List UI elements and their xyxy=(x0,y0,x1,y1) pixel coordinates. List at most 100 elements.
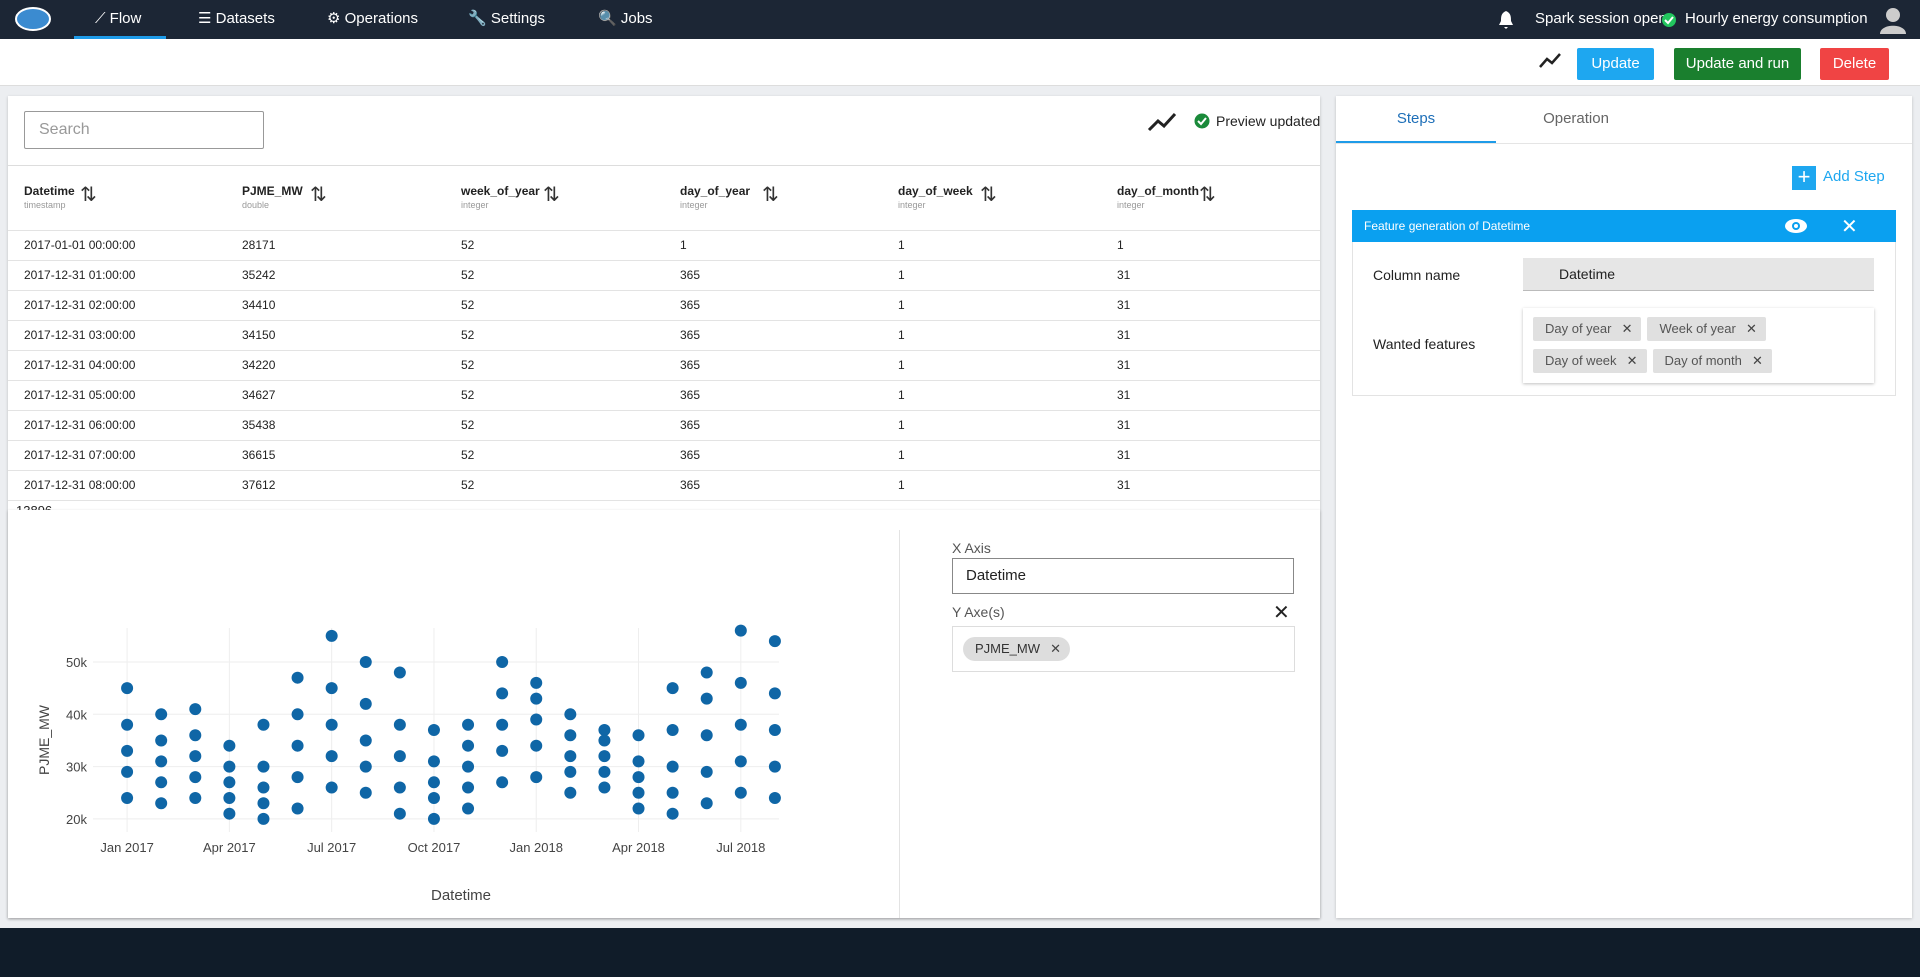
point xyxy=(530,771,542,783)
nav-label: Settings xyxy=(491,10,545,27)
table-cell: 1 xyxy=(898,230,905,260)
logo[interactable] xyxy=(14,5,52,33)
point xyxy=(496,687,508,699)
point xyxy=(189,729,201,741)
point xyxy=(633,729,645,741)
table-cell: 36615 xyxy=(242,440,275,470)
point xyxy=(496,776,508,788)
table-cell: 2017-12-31 05:00:00 xyxy=(24,380,135,410)
check-icon xyxy=(1194,113,1210,129)
field-label: Wanted features xyxy=(1373,336,1475,352)
point xyxy=(462,782,474,794)
table-cell: 52 xyxy=(461,290,474,320)
sort-icon[interactable]: ⇅ xyxy=(80,182,97,207)
table-cell: 35438 xyxy=(242,410,275,440)
nav-jobs[interactable]: 🔍 Jobs xyxy=(598,0,653,39)
point xyxy=(530,714,542,726)
point xyxy=(360,734,372,746)
table-cell: 31 xyxy=(1117,350,1130,380)
nav-datasets[interactable]: ☰ Datasets xyxy=(198,0,275,39)
table-cell: 2017-12-31 07:00:00 xyxy=(24,440,135,470)
point xyxy=(326,682,338,694)
nav-operations[interactable]: ⚙ Operations xyxy=(327,0,418,39)
x-tick-label: Apr 2018 xyxy=(612,840,665,855)
table-cell: 34410 xyxy=(242,290,275,320)
table-cell: 365 xyxy=(680,260,700,290)
project-name[interactable]: Hourly energy consumption xyxy=(1685,0,1868,39)
point xyxy=(564,787,576,799)
point xyxy=(326,750,338,762)
axis-chip: PJME_MW xyxy=(963,637,1070,661)
column-type: timestamp xyxy=(24,200,66,210)
table-cell: 52 xyxy=(461,350,474,380)
point xyxy=(598,734,610,746)
sort-icon[interactable]: ⇅ xyxy=(1199,182,1216,207)
point xyxy=(326,719,338,731)
column-name-input[interactable]: Datetime xyxy=(1523,258,1874,291)
point xyxy=(564,708,576,720)
x-axis-select[interactable]: Datetime xyxy=(952,558,1294,594)
column-type: integer xyxy=(680,200,708,210)
column-type: integer xyxy=(461,200,489,210)
tab-operation[interactable]: Operation xyxy=(1496,96,1656,143)
chart-icon[interactable] xyxy=(1538,51,1562,71)
column-name: PJME_MW xyxy=(242,184,303,198)
table-cell: 1 xyxy=(1117,230,1124,260)
point xyxy=(633,771,645,783)
point xyxy=(189,771,201,783)
point xyxy=(121,766,133,778)
point xyxy=(530,740,542,752)
features-select[interactable]: Day of yearWeek of yearDay of weekDay of… xyxy=(1523,308,1874,383)
table-cell: 1 xyxy=(680,230,687,260)
point xyxy=(360,698,372,710)
update-button[interactable]: Update xyxy=(1577,48,1654,80)
add-step[interactable]: Add Step xyxy=(1823,168,1885,185)
point xyxy=(223,776,235,788)
nav-settings[interactable]: 🔧 Settings xyxy=(468,0,545,39)
y-tick-label: 40k xyxy=(66,707,87,722)
point xyxy=(598,782,610,794)
search-input[interactable]: Search xyxy=(24,111,264,149)
point xyxy=(633,755,645,767)
close-icon[interactable]: ✕ xyxy=(1841,214,1858,239)
sort-icon[interactable]: ⇅ xyxy=(310,182,327,207)
point xyxy=(462,740,474,752)
tab-steps[interactable]: Steps xyxy=(1336,96,1496,143)
y-axes-select[interactable]: PJME_MW xyxy=(952,626,1295,672)
sort-icon[interactable]: ⇅ xyxy=(543,182,560,207)
table-cell: 2017-12-31 08:00:00 xyxy=(24,470,135,500)
point xyxy=(428,792,440,804)
chart: 20k30k40k50kJan 2017Apr 2017Jul 2017Oct … xyxy=(8,510,898,918)
point xyxy=(155,755,167,767)
table-cell: 52 xyxy=(461,230,474,260)
table-cell: 365 xyxy=(680,470,700,500)
update-run-button[interactable]: Update and run xyxy=(1674,48,1801,80)
point xyxy=(769,635,781,647)
delete-button[interactable]: Delete xyxy=(1820,48,1889,80)
point xyxy=(598,750,610,762)
feature-chip: Day of year xyxy=(1533,317,1641,341)
point xyxy=(257,797,269,809)
divider xyxy=(899,530,900,918)
table-cell: 52 xyxy=(461,410,474,440)
sort-icon[interactable]: ⇅ xyxy=(980,182,997,207)
point xyxy=(530,677,542,689)
table-cell: 365 xyxy=(680,290,700,320)
chart-icon[interactable] xyxy=(1147,111,1177,133)
sort-icon[interactable]: ⇅ xyxy=(762,182,779,207)
eye-icon[interactable] xyxy=(1784,217,1808,235)
add-icon[interactable]: + xyxy=(1792,166,1816,190)
user-icon[interactable] xyxy=(1878,5,1908,35)
point xyxy=(121,719,133,731)
point xyxy=(257,719,269,731)
clear-icon[interactable]: ✕ xyxy=(1273,600,1290,625)
point xyxy=(223,792,235,804)
point xyxy=(360,761,372,773)
y-axis-title: PJME_MW xyxy=(36,704,52,775)
table-cell: 1 xyxy=(898,380,905,410)
point xyxy=(394,782,406,794)
table-cell: 31 xyxy=(1117,380,1130,410)
table-cell: 365 xyxy=(680,410,700,440)
bell-icon[interactable] xyxy=(1497,10,1515,30)
nav-flow[interactable]: ⟋ Flow xyxy=(95,0,141,39)
